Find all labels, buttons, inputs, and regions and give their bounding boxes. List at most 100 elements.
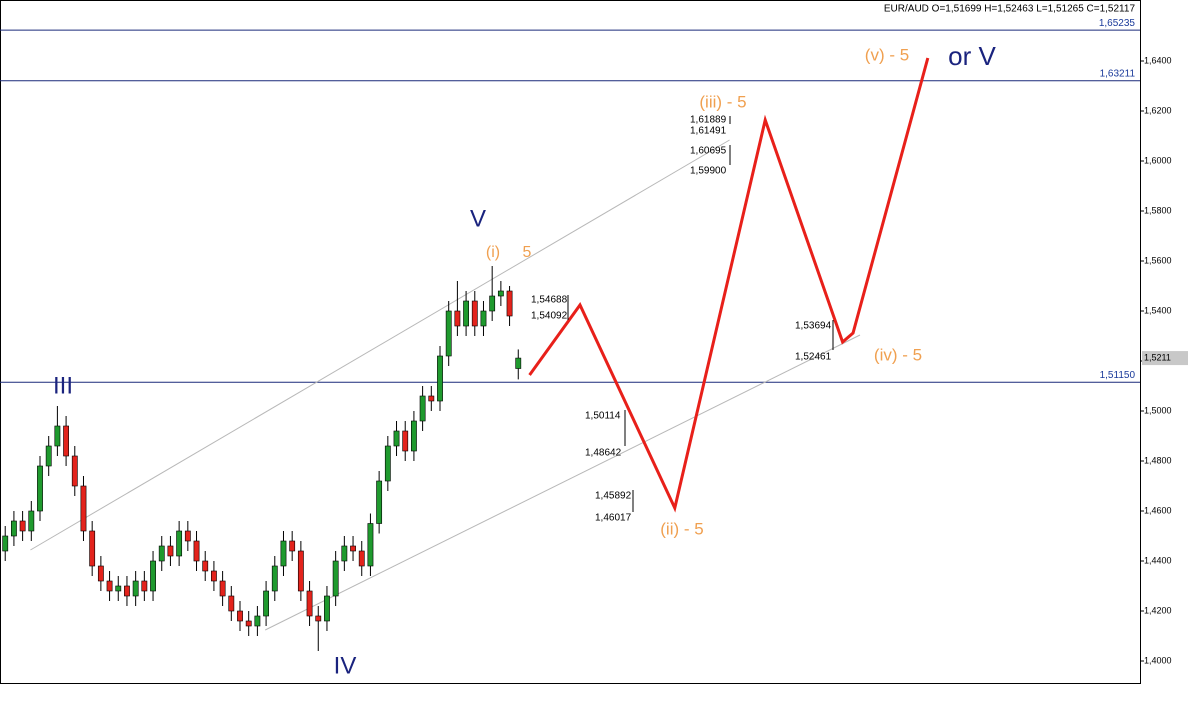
candle-body (237, 610, 243, 622)
candle-body (393, 430, 400, 447)
candle-body (45, 445, 52, 467)
candle-body (402, 430, 409, 452)
wave-label: V (470, 205, 486, 232)
candle-body (489, 295, 496, 312)
projection-line (528, 57, 930, 513)
candle-body (115, 585, 122, 592)
candle-body (350, 545, 356, 552)
fib-label: 1,50114 (585, 411, 621, 422)
candle-body (228, 595, 235, 612)
candle-body (193, 540, 200, 562)
fib-label: 1,52461 (795, 352, 832, 363)
candle-body (80, 485, 87, 532)
candle-body (358, 550, 365, 567)
candle-body (2, 535, 9, 552)
plot-frame (0, 0, 1141, 684)
level-label: 1,63211 (1100, 68, 1136, 79)
fib-label: 1,45892 (595, 491, 632, 502)
candle-body (437, 355, 443, 402)
candle-body (97, 565, 104, 582)
candle-body (37, 465, 43, 512)
wave-label: (iv) - 5 (874, 345, 922, 364)
candle-body (480, 310, 487, 327)
candle-body (306, 590, 313, 617)
candle-body (341, 545, 348, 562)
y-tick-label: 1,6000 (1144, 155, 1172, 165)
candle-body (454, 310, 461, 327)
candle-body (445, 310, 452, 357)
candle-body (254, 615, 261, 627)
candle-body (419, 395, 426, 422)
y-tick-label: 1,5000 (1144, 405, 1172, 415)
candle-body (106, 580, 113, 592)
candle-body (324, 595, 330, 622)
candle-body (71, 455, 78, 487)
fib-label: 1,48642 (585, 448, 622, 459)
candle-body (11, 520, 17, 537)
candle-body (211, 570, 217, 582)
candle-body (219, 580, 226, 597)
candle-body (202, 560, 209, 572)
wave-label: IV (334, 652, 357, 679)
candle-body (19, 520, 26, 532)
fib-label: 1,61889 (690, 115, 727, 126)
wave-label: 5 (523, 244, 532, 261)
fib-label: 1,54092 (531, 311, 568, 322)
candle-body (89, 530, 96, 567)
fib-label: 1,59900 (690, 166, 727, 177)
candle-body (297, 550, 304, 592)
candle-body (289, 540, 296, 552)
candle-body (497, 290, 504, 297)
y-tick-label: 1,5800 (1144, 205, 1172, 215)
y-tick-label: 1,5400 (1144, 305, 1172, 315)
candle-body (132, 580, 139, 597)
y-tick-label: 1,4800 (1144, 455, 1172, 465)
header: EUR/AUD O=1,51699 H=1,52463 L=1,51265 C=… (884, 4, 1136, 15)
current-price-box (1142, 351, 1188, 366)
y-tick-label: 1,6200 (1144, 105, 1172, 115)
fib-label: 1,54688 (531, 295, 568, 306)
candle-body (471, 300, 478, 327)
wave-label: (v) - 5 (865, 45, 909, 64)
wave-label: (i) (486, 244, 500, 261)
candle-body (63, 425, 69, 457)
trendline (30, 139, 730, 551)
y-tick-label: 1,4400 (1144, 555, 1172, 565)
y-tick-label: 1,4200 (1144, 605, 1172, 615)
fib-label: 1,61491 (690, 126, 727, 137)
candle-body (271, 565, 278, 592)
y-tick-label: 1,4600 (1144, 505, 1172, 515)
candle-body (411, 420, 417, 452)
fib-label: 1,53694 (795, 321, 832, 332)
candle-body (124, 585, 130, 597)
candle-body (376, 480, 383, 524)
candle-body (315, 615, 322, 622)
fib-label: 1,46017 (595, 513, 632, 524)
candle-body (263, 590, 269, 617)
y-tick-label: 1,4000 (1144, 655, 1172, 665)
wave-label: or V (948, 41, 996, 71)
candle-body (54, 425, 61, 447)
candle-body (167, 545, 174, 557)
candle-body (428, 395, 435, 402)
candle-body (158, 545, 165, 562)
candle-body (245, 620, 252, 627)
y-tick-label: 1,5600 (1144, 255, 1172, 265)
current-price-label: 1,5211 (1144, 352, 1171, 362)
wave-label: (iii) - 5 (699, 92, 746, 111)
y-tick-label: 1,6400 (1144, 55, 1172, 65)
candle-body (506, 290, 513, 317)
candle-body (280, 540, 287, 567)
candle-body (176, 530, 183, 557)
wave-label: III (53, 372, 73, 399)
level-label: 1,51150 (1100, 370, 1136, 381)
candle-body (28, 510, 35, 532)
candle-body (515, 357, 522, 369)
trendline (264, 334, 861, 631)
candle-body (463, 300, 469, 327)
candle-body (332, 560, 339, 597)
candle-body (184, 530, 191, 542)
candle-body (367, 523, 374, 567)
